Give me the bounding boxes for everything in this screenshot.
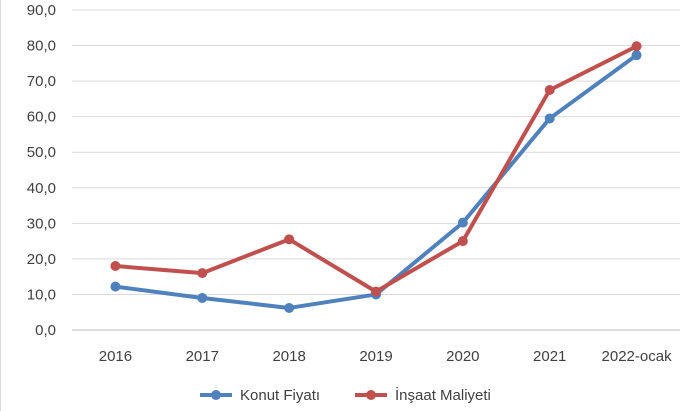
y-tick-label: 60,0 (27, 109, 56, 126)
series-2 (110, 41, 642, 297)
x-axis: 2016 2017 2018 2019 2020 2021 2022-ocak (99, 348, 672, 365)
legend-swatch-marker (366, 390, 376, 400)
series (110, 41, 642, 313)
y-tick-label: 0,0 (35, 322, 56, 339)
data-point (197, 268, 208, 279)
y-tick-label: 40,0 (27, 180, 56, 197)
y-tick-label: 80,0 (27, 38, 56, 55)
data-point (110, 281, 121, 292)
series-line (113, 44, 639, 294)
x-tick-label: 2016 (99, 348, 132, 365)
data-point (110, 261, 121, 271)
data-point (371, 286, 381, 297)
data-point (284, 302, 295, 313)
x-tick-label: 2021 (533, 348, 566, 365)
data-point (544, 113, 555, 124)
x-tick-label: 2017 (186, 348, 219, 365)
y-axis: 0,0 10,0 20,0 30,0 40,0 50,0 60,0 70,0 80,0 90,0 (27, 2, 56, 339)
y-tick-label: 30,0 (27, 215, 56, 232)
x-tick-label: 2022-ocak (602, 348, 673, 365)
y-tick-label: 90,0 (27, 2, 56, 19)
legend-swatch-marker (211, 390, 221, 400)
y-tick-label: 50,0 (27, 144, 56, 161)
y-tick-label: 10,0 (27, 286, 56, 303)
x-tick-label: 2018 (272, 348, 305, 365)
x-tick-label: 2020 (446, 348, 479, 365)
data-point (284, 234, 295, 245)
data-point (631, 50, 642, 61)
data-point (457, 217, 468, 228)
series-line (113, 53, 639, 310)
legend-label: Konut Fiyatı (240, 387, 320, 404)
x-tick-label: 2019 (359, 348, 392, 365)
data-point (631, 41, 642, 52)
data-point (544, 85, 555, 95)
data-point (197, 293, 208, 303)
gridlines (72, 9, 680, 331)
legend: Konut Fiyatı İnşaat Maliyeti (200, 386, 491, 404)
legend-label: İnşaat Maliyeti (395, 386, 491, 404)
data-point (457, 236, 468, 247)
left-border (0, 0, 1, 411)
legend-item: Konut Fiyatı (200, 387, 320, 404)
y-tick-label: 70,0 (27, 73, 56, 90)
y-tick-label: 20,0 (27, 251, 56, 268)
legend-item: İnşaat Maliyeti (355, 386, 491, 404)
